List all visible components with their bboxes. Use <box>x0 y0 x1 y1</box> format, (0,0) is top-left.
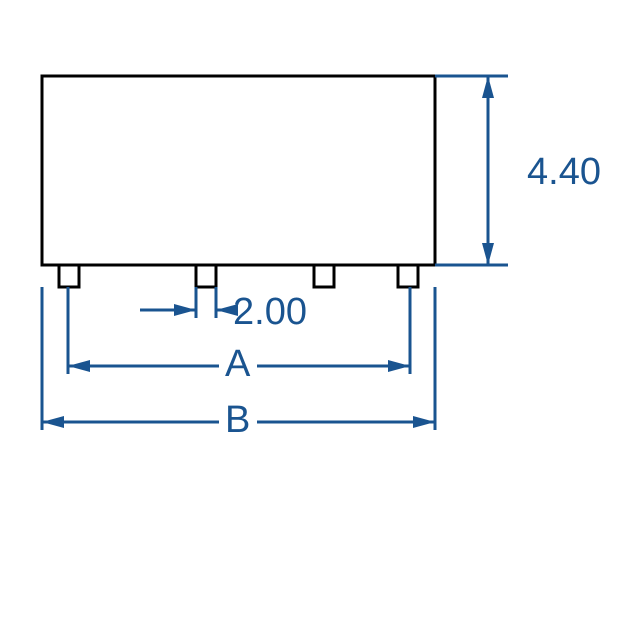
dim-label-height: 4.40 <box>527 151 601 193</box>
pin-1 <box>59 265 79 287</box>
dim-label-pin-width: 2.00 <box>233 291 307 333</box>
dim-label-B: B <box>225 399 250 441</box>
pin-4 <box>398 265 418 287</box>
dim-label-A: A <box>225 343 251 385</box>
component-body <box>42 76 435 265</box>
pin-2 <box>196 265 216 287</box>
pin-3 <box>314 265 334 287</box>
